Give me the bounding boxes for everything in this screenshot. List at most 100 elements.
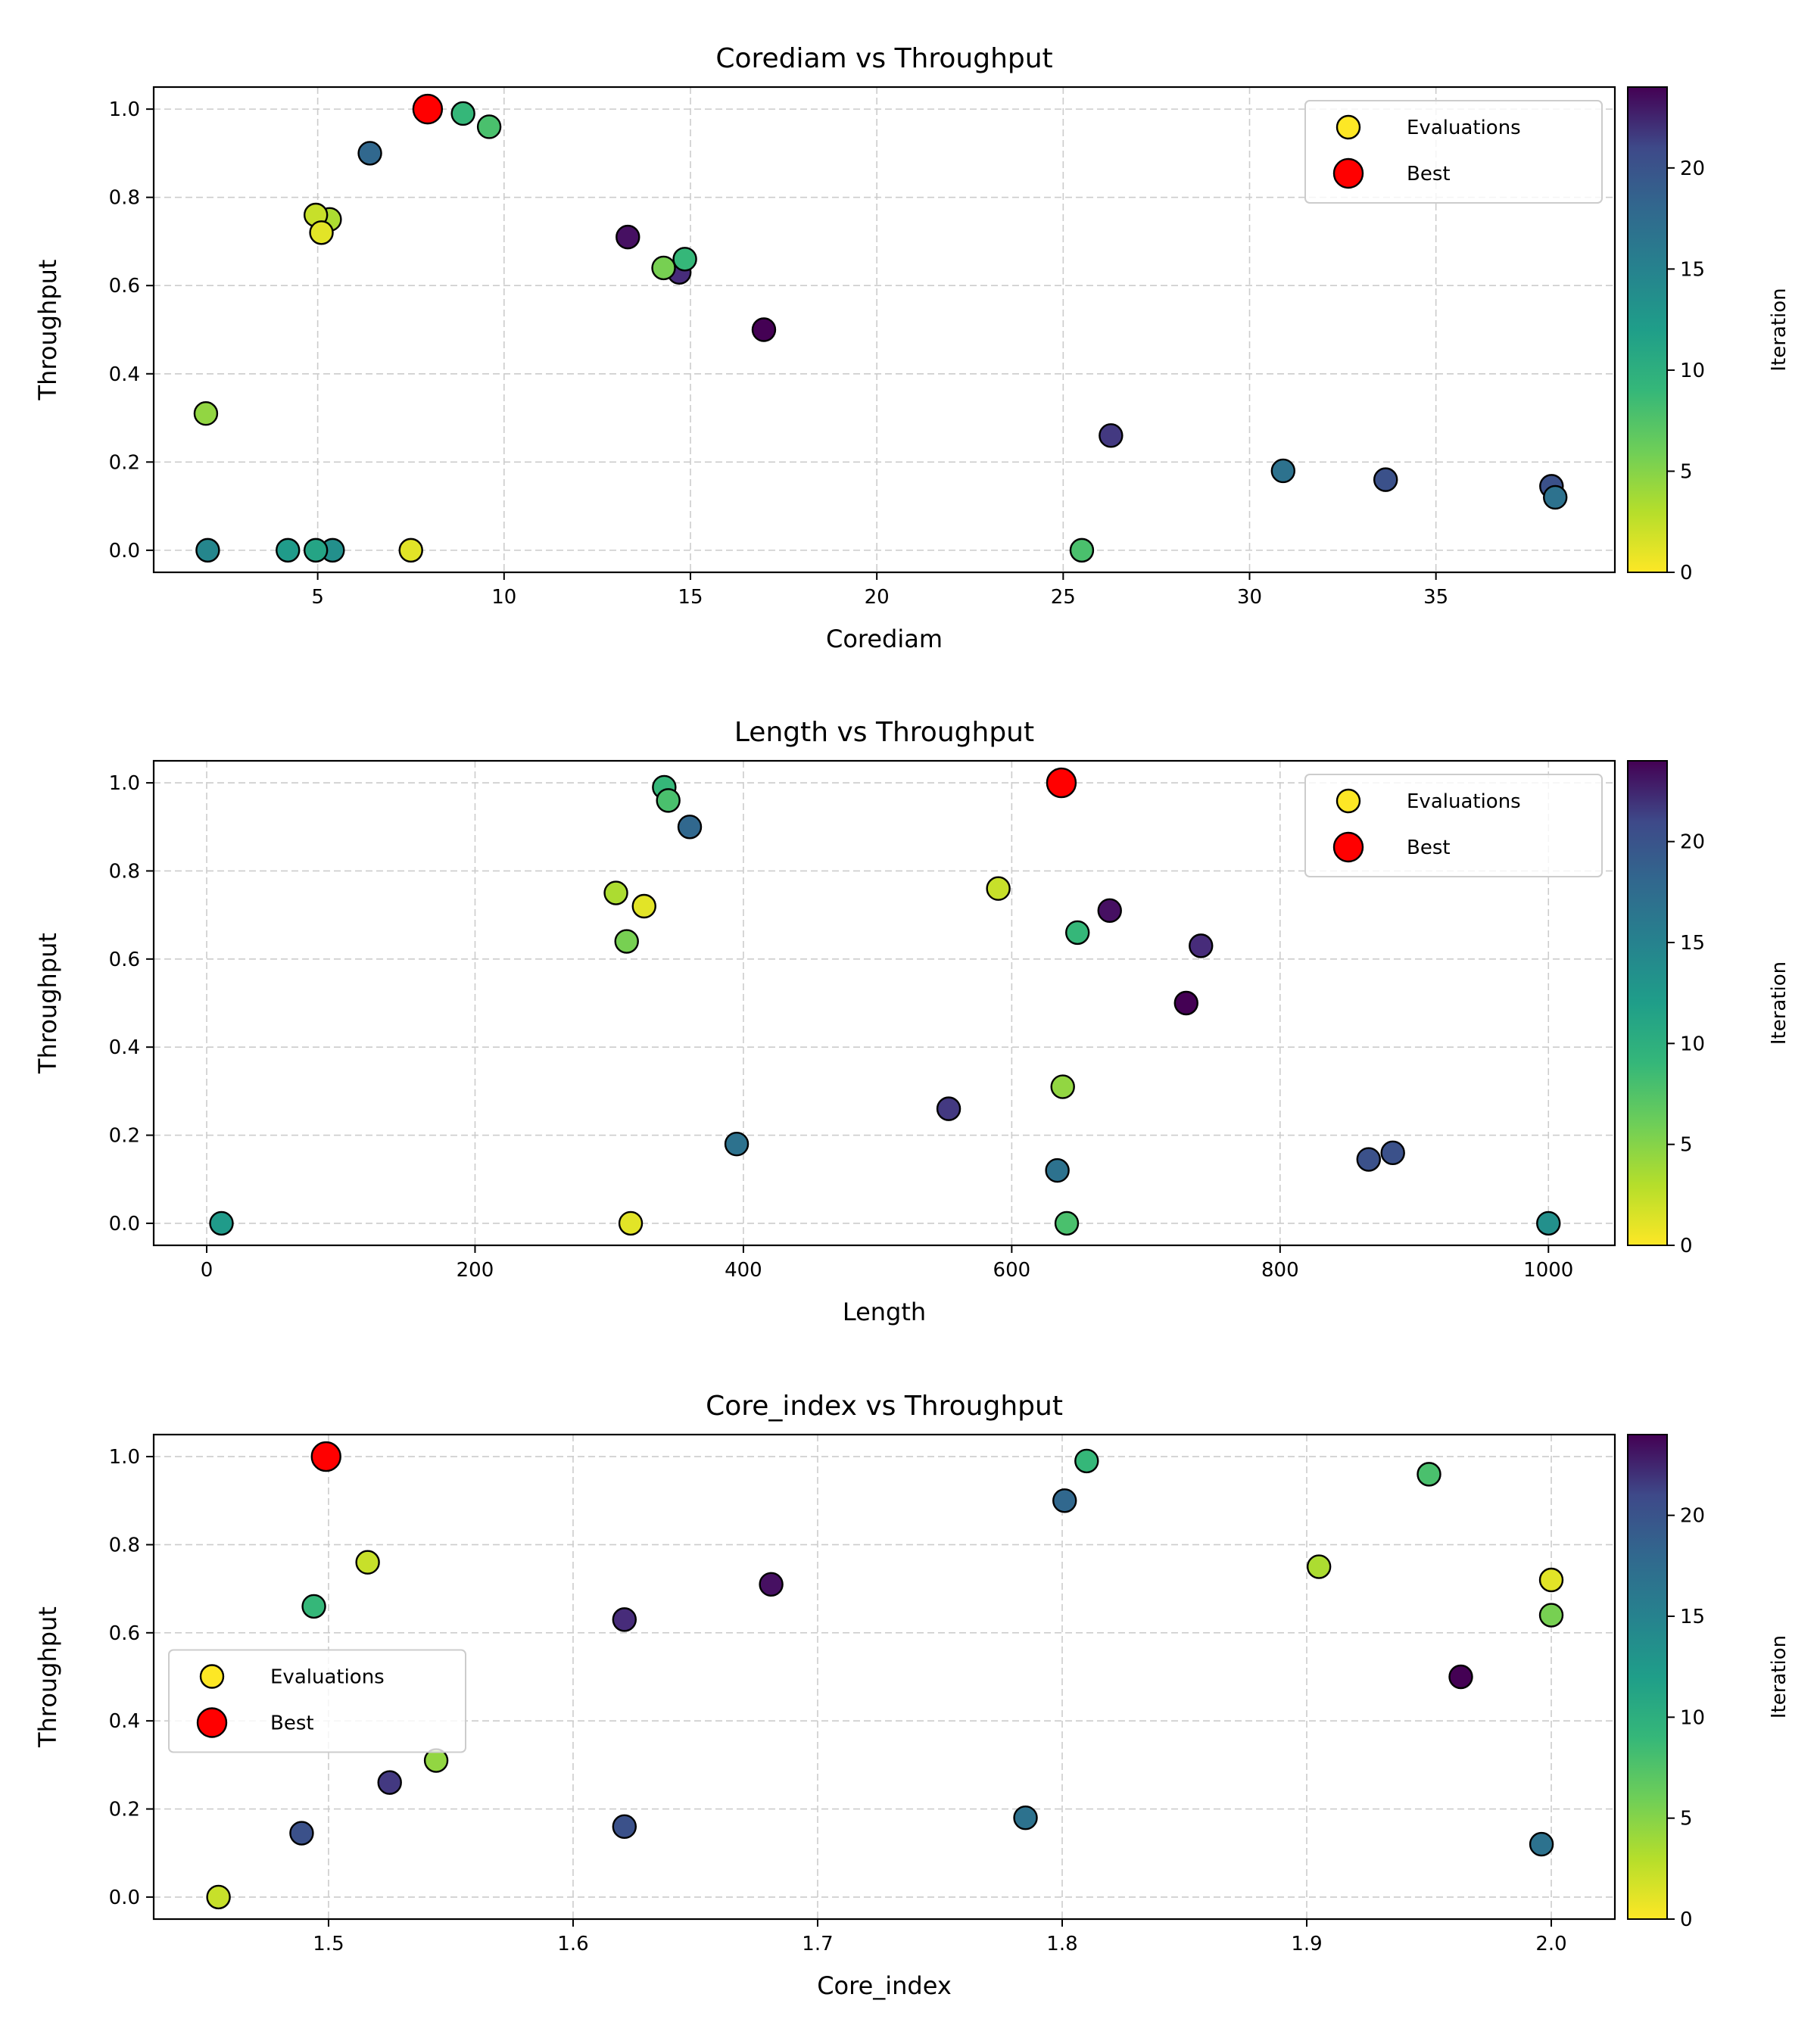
colorbar-tick-label: 20 <box>1680 1505 1705 1528</box>
data-point <box>1052 1488 1077 1513</box>
colorbar-label: Iteration <box>1768 961 1791 1045</box>
data-point <box>656 788 681 813</box>
data-point <box>1356 1147 1381 1172</box>
colorbar-label: Iteration <box>1768 1635 1791 1718</box>
y-axis: 0.0 0.2 0.4 0.6 0.8 1.0 <box>109 1446 154 1909</box>
panel-3: 1.5 1.6 1.7 1.8 1.9 2.0 0.0 0.2 0.4 0.6 0.8 1.0 Core… <box>33 1391 1791 2000</box>
y-axis-label: Throughput <box>33 933 62 1074</box>
data-point <box>612 1814 637 1840</box>
legend-best-marker <box>196 1707 228 1738</box>
data-point <box>1099 423 1124 448</box>
data-point <box>1065 920 1090 946</box>
y-tick-label: 0.6 <box>109 275 140 298</box>
chart-title: Corediam vs Throughput <box>715 43 1052 74</box>
data-point <box>206 1884 231 1910</box>
y-tick-label: 0.8 <box>109 1534 140 1556</box>
colorbar-tick-label: 20 <box>1680 157 1705 180</box>
y-tick-label: 0.0 <box>109 1213 140 1235</box>
x-tick-label: 200 <box>457 1259 494 1282</box>
x-tick-label: 1.7 <box>802 1933 833 1955</box>
y-tick-label: 0.4 <box>109 1036 140 1059</box>
legend-best-label: Best <box>1407 163 1451 185</box>
data-point <box>377 1770 402 1795</box>
data-point <box>289 1821 314 1846</box>
colorbar-tick-label: 15 <box>1680 932 1705 955</box>
data-point <box>1306 1554 1332 1579</box>
y-tick-label: 0.6 <box>109 1622 140 1645</box>
y-tick-label: 0.0 <box>109 540 140 562</box>
panel-1: 5 10 15 20 25 30 35 0.0 0.2 0.4 0.6 0.8 1.0 Corediam … <box>33 43 1791 653</box>
data-point <box>618 1211 644 1236</box>
data-point <box>450 101 475 126</box>
x-tick-label: 2.0 <box>1535 1933 1566 1955</box>
legend-evaluations-label: Evaluations <box>270 1666 385 1689</box>
colorbar-tick-label: 20 <box>1680 831 1705 854</box>
colorbar-tick-label: 10 <box>1680 1033 1705 1055</box>
data-point <box>616 224 640 250</box>
legend-best-label: Best <box>270 1712 314 1735</box>
data-point <box>1054 1211 1080 1236</box>
data-point <box>612 1607 637 1632</box>
data-point <box>1529 1831 1554 1857</box>
data-point <box>1045 1158 1070 1183</box>
colorbar: 0 5 10 15 20 Iteration <box>1627 1434 1791 1931</box>
y-tick-label: 0.8 <box>109 860 140 883</box>
data-point <box>936 1096 961 1121</box>
scatter-points <box>206 1448 1564 1910</box>
colorbar-tick-label: 5 <box>1680 1808 1693 1831</box>
legend-best-label: Best <box>1407 837 1451 859</box>
y-tick-label: 0.8 <box>109 187 140 210</box>
y-axis: 0.0 0.2 0.4 0.6 0.8 1.0 <box>109 772 154 1235</box>
chart-title: Core_index vs Throughput <box>706 1391 1063 1422</box>
y-tick-label: 0.4 <box>109 1710 140 1733</box>
data-point <box>1448 1664 1473 1690</box>
y-tick-label: 1.0 <box>109 98 140 121</box>
data-point <box>1173 990 1198 1016</box>
data-point <box>986 876 1011 901</box>
data-point <box>677 815 703 840</box>
x-axis: 5 10 15 20 25 30 35 <box>311 572 1448 609</box>
data-point <box>603 880 628 905</box>
x-tick-label: 1.5 <box>313 1933 344 1955</box>
legend-evaluations-label: Evaluations <box>1407 790 1521 813</box>
x-tick-label: 10 <box>491 586 516 609</box>
x-axis-label: Core_index <box>817 1971 952 2000</box>
panel-2: 0 200 400 600 800 10000.00.20.40.60.81.0Lengt… <box>33 717 1791 1326</box>
data-point <box>398 537 423 563</box>
x-tick-label: 600 <box>993 1259 1031 1282</box>
x-tick-label: 400 <box>725 1259 762 1282</box>
data-point <box>476 114 502 139</box>
legend-best-marker <box>1332 831 1364 863</box>
y-axis-label: Throughput <box>33 260 62 401</box>
colorbar-gradient <box>1627 86 1668 573</box>
y-tick-label: 1.0 <box>109 772 140 795</box>
colorbar: 0 5 10 15 20 Iteration <box>1627 86 1791 584</box>
x-tick-label: 0 <box>201 1259 213 1282</box>
scatter-points <box>193 101 1568 563</box>
data-point <box>303 537 329 563</box>
x-tick-label: 35 <box>1423 586 1448 609</box>
legend: Evaluations Best <box>1304 100 1603 204</box>
colorbar: 0 5 10 15 20 Iteration <box>1627 760 1791 1257</box>
data-point <box>651 255 676 281</box>
x-axis-label: Length <box>843 1298 926 1326</box>
x-tick-label: 5 <box>311 586 324 609</box>
y-tick-label: 0.4 <box>109 363 140 386</box>
data-point <box>1069 537 1095 563</box>
data-point <box>195 537 220 563</box>
legend-box <box>168 1649 466 1753</box>
data-point <box>1050 1074 1075 1099</box>
x-tick-label: 30 <box>1237 586 1262 609</box>
colorbar-gradient <box>1627 1434 1668 1920</box>
data-point <box>724 1131 750 1157</box>
data-point <box>1097 898 1122 924</box>
scatter-points <box>209 774 1561 1236</box>
chart-title: Length vs Throughput <box>734 717 1034 748</box>
legend: Evaluations Best <box>168 1649 466 1753</box>
y-tick-label: 0.0 <box>109 1887 140 1909</box>
plot-frame <box>152 1433 1616 1921</box>
data-point <box>1538 1567 1564 1593</box>
data-point <box>751 317 777 342</box>
data-point <box>614 929 639 954</box>
